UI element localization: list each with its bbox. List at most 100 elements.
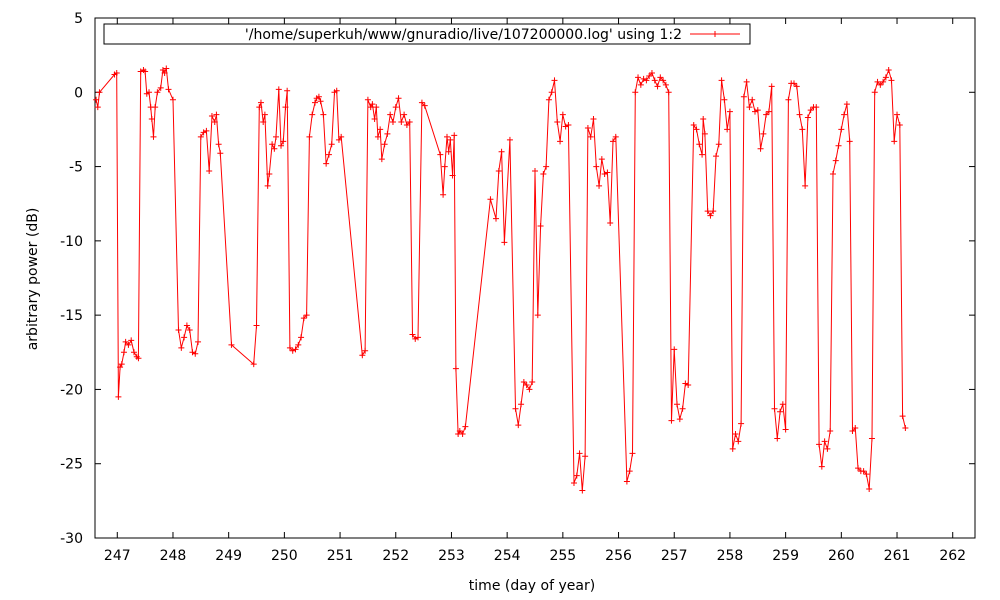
x-tick-label: 251 xyxy=(327,548,354,564)
data-point xyxy=(250,361,257,368)
data-point xyxy=(452,365,459,372)
data-point xyxy=(286,344,293,351)
data-point xyxy=(415,334,422,341)
data-point xyxy=(629,450,636,457)
data-point xyxy=(518,401,525,408)
data-point xyxy=(841,111,848,118)
data-point xyxy=(774,435,781,442)
data-point xyxy=(364,96,371,103)
data-point xyxy=(120,349,127,356)
data-point xyxy=(696,141,703,148)
data-point xyxy=(387,111,394,118)
data-point xyxy=(374,133,381,140)
data-point xyxy=(449,172,456,179)
data-point xyxy=(871,89,878,96)
data-point xyxy=(520,379,527,385)
data-point xyxy=(782,426,789,433)
data-point xyxy=(657,74,664,81)
x-axis: 247 248 249 250 251 252 253 254 255 256 257 258 259 2… xyxy=(104,18,966,564)
data-point xyxy=(384,130,391,137)
data-point xyxy=(437,151,444,158)
data-point xyxy=(152,104,159,111)
data-point xyxy=(113,69,120,76)
data-point xyxy=(186,327,193,333)
data-point xyxy=(637,81,644,88)
data-point xyxy=(582,453,589,460)
y-tick-label: 5 xyxy=(74,11,83,27)
data-point xyxy=(554,119,561,125)
data-point xyxy=(843,101,850,108)
data-point xyxy=(373,104,380,111)
data-point xyxy=(526,386,533,393)
data-point xyxy=(328,141,335,148)
data-point xyxy=(195,338,202,345)
data-point xyxy=(601,171,608,177)
data-point xyxy=(203,127,210,134)
data-point xyxy=(573,472,580,479)
data-point xyxy=(743,78,750,85)
data-point xyxy=(612,133,619,140)
series-markers xyxy=(93,65,909,494)
data-point xyxy=(381,141,388,148)
data-point xyxy=(154,89,161,96)
data-point xyxy=(651,77,658,84)
data-point xyxy=(829,171,836,177)
data-point xyxy=(256,104,263,111)
data-point xyxy=(512,405,519,412)
data-point xyxy=(333,87,340,94)
data-point xyxy=(674,401,681,408)
data-point xyxy=(804,114,811,121)
data-point xyxy=(721,96,728,103)
data-point xyxy=(261,111,268,118)
data-point xyxy=(529,379,536,385)
data-point xyxy=(217,150,224,157)
x-tick-label: 257 xyxy=(661,548,688,564)
data-point xyxy=(763,111,770,118)
data-point xyxy=(799,126,806,133)
data-point xyxy=(796,111,803,118)
data-point xyxy=(846,138,853,145)
x-tick-label: 261 xyxy=(884,548,911,564)
y-tick-label: -10 xyxy=(60,234,83,250)
data-point xyxy=(700,116,707,123)
data-point xyxy=(888,77,895,84)
x-tick-label: 248 xyxy=(160,548,187,564)
data-point xyxy=(866,485,873,492)
data-point xyxy=(269,141,276,148)
data-point xyxy=(579,487,586,494)
legend-label: '/home/superkuh/www/gnuradio/live/107200… xyxy=(245,27,682,43)
data-point xyxy=(338,133,345,140)
data-point xyxy=(309,111,316,118)
data-point xyxy=(570,480,577,487)
data-point xyxy=(874,78,881,85)
data-point xyxy=(635,74,642,81)
data-point xyxy=(793,83,800,90)
data-point xyxy=(765,108,772,115)
data-point xyxy=(181,334,188,341)
data-point xyxy=(493,215,500,222)
y-tick-label: -30 xyxy=(60,531,83,547)
data-point xyxy=(685,381,692,388)
data-point xyxy=(406,119,413,125)
data-point xyxy=(807,107,814,114)
data-point xyxy=(389,119,396,125)
data-point xyxy=(295,341,302,348)
data-point xyxy=(253,322,260,329)
data-point xyxy=(632,89,639,96)
data-point xyxy=(877,81,884,88)
data-point xyxy=(495,168,502,175)
data-point xyxy=(150,133,157,140)
data-point xyxy=(215,141,222,148)
x-tick-label: 247 xyxy=(104,548,131,564)
y-tick-label: -5 xyxy=(69,160,83,176)
data-point xyxy=(459,431,466,437)
data-point xyxy=(312,99,318,106)
data-point xyxy=(710,208,717,215)
data-point xyxy=(392,104,399,111)
data-point xyxy=(894,111,901,118)
data-point xyxy=(441,163,448,170)
x-tick-label: 258 xyxy=(717,548,744,564)
y-tick-label: -20 xyxy=(60,382,83,398)
data-point xyxy=(682,380,689,387)
data-point xyxy=(122,338,129,345)
